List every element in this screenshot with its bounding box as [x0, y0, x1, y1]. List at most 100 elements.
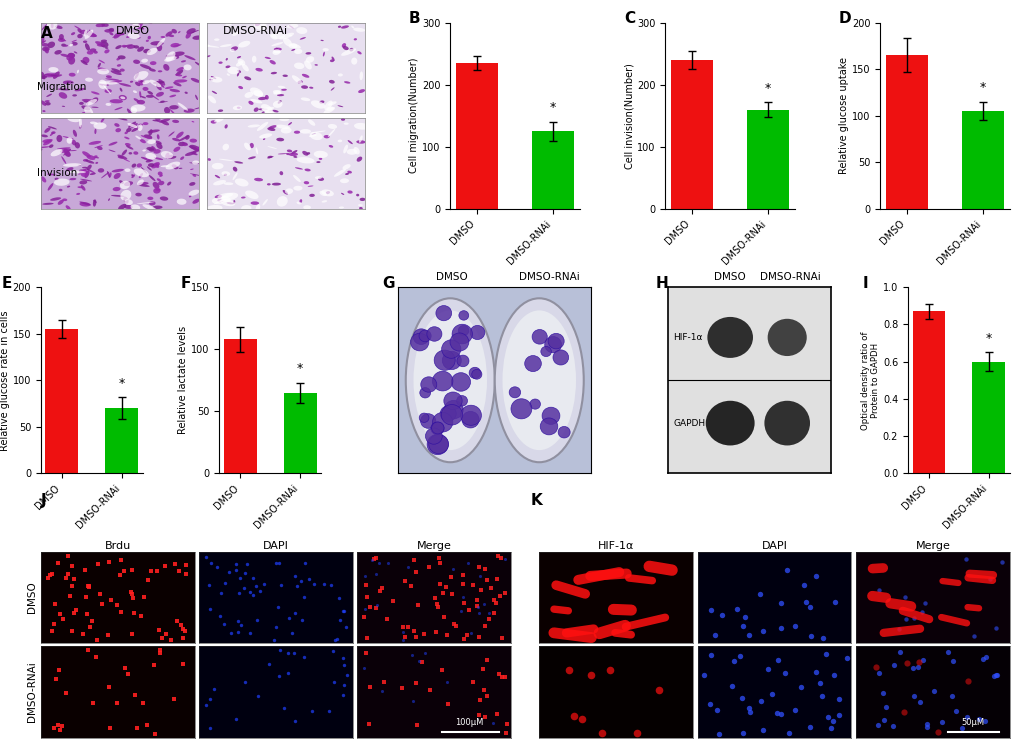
- Ellipse shape: [54, 178, 59, 180]
- Point: [162, 634, 178, 646]
- Y-axis label: Relative lactate levels: Relative lactate levels: [178, 326, 189, 434]
- Point: [740, 703, 756, 715]
- Ellipse shape: [251, 33, 254, 35]
- Ellipse shape: [194, 107, 202, 109]
- Ellipse shape: [321, 200, 327, 203]
- Ellipse shape: [219, 159, 232, 161]
- Ellipse shape: [82, 166, 88, 169]
- Point: [947, 705, 963, 717]
- Point: [479, 691, 495, 703]
- Bar: [224, 340, 257, 474]
- Ellipse shape: [359, 136, 363, 143]
- Circle shape: [440, 406, 455, 422]
- Point: [261, 658, 277, 670]
- Ellipse shape: [40, 35, 45, 42]
- Ellipse shape: [173, 147, 180, 152]
- Point: [434, 664, 450, 676]
- Point: [987, 669, 1004, 681]
- Ellipse shape: [193, 199, 200, 204]
- Ellipse shape: [214, 38, 219, 41]
- Ellipse shape: [174, 79, 187, 83]
- Ellipse shape: [191, 30, 199, 33]
- Ellipse shape: [97, 146, 103, 150]
- Ellipse shape: [155, 43, 163, 45]
- Point: [480, 607, 496, 619]
- Ellipse shape: [322, 48, 328, 51]
- Ellipse shape: [223, 182, 233, 185]
- Ellipse shape: [158, 172, 162, 175]
- Point: [136, 591, 152, 603]
- Circle shape: [443, 401, 463, 419]
- Ellipse shape: [244, 142, 251, 151]
- Point: [112, 554, 128, 566]
- Ellipse shape: [90, 121, 98, 124]
- Point: [66, 573, 83, 585]
- Ellipse shape: [288, 153, 298, 156]
- Ellipse shape: [147, 48, 157, 55]
- Ellipse shape: [212, 91, 217, 94]
- Ellipse shape: [225, 58, 227, 60]
- Point: [460, 557, 476, 569]
- Ellipse shape: [117, 117, 127, 120]
- Point: [63, 625, 79, 637]
- Point: [752, 695, 768, 707]
- Ellipse shape: [325, 191, 330, 194]
- Point: [763, 688, 780, 700]
- Ellipse shape: [227, 67, 239, 75]
- Ellipse shape: [323, 52, 325, 56]
- Ellipse shape: [245, 191, 258, 199]
- Ellipse shape: [213, 200, 224, 204]
- Ellipse shape: [309, 87, 313, 89]
- Point: [366, 553, 382, 566]
- Point: [943, 690, 959, 702]
- Point: [754, 625, 770, 637]
- Point: [975, 715, 991, 727]
- Ellipse shape: [55, 26, 62, 29]
- Point: [40, 572, 56, 584]
- Ellipse shape: [143, 204, 156, 211]
- Ellipse shape: [133, 71, 148, 81]
- Point: [905, 690, 921, 702]
- Point: [306, 578, 322, 590]
- Ellipse shape: [217, 193, 233, 198]
- Circle shape: [451, 325, 472, 344]
- Ellipse shape: [183, 108, 195, 113]
- Ellipse shape: [360, 198, 365, 201]
- Ellipse shape: [64, 148, 70, 157]
- Point: [475, 684, 491, 697]
- Point: [824, 715, 841, 727]
- Ellipse shape: [149, 148, 154, 152]
- Y-axis label: Cell invision(Number): Cell invision(Number): [624, 62, 634, 169]
- Point: [378, 613, 394, 625]
- Point: [491, 590, 507, 602]
- Point: [771, 597, 788, 609]
- Point: [838, 652, 854, 664]
- Point: [465, 579, 481, 591]
- Ellipse shape: [312, 133, 316, 135]
- Ellipse shape: [156, 92, 164, 97]
- Ellipse shape: [195, 62, 201, 66]
- Text: DMSO: DMSO: [713, 272, 745, 282]
- Point: [396, 575, 413, 587]
- Point: [140, 574, 156, 586]
- Y-axis label: DMSO-RNAi: DMSO-RNAi: [26, 662, 37, 722]
- Ellipse shape: [135, 82, 141, 86]
- Ellipse shape: [297, 202, 302, 204]
- Text: GAPDH: GAPDH: [673, 419, 704, 428]
- Ellipse shape: [124, 169, 130, 172]
- Ellipse shape: [181, 142, 187, 146]
- Point: [479, 574, 495, 586]
- Ellipse shape: [109, 80, 122, 84]
- Ellipse shape: [86, 160, 95, 163]
- Ellipse shape: [286, 150, 291, 152]
- Ellipse shape: [85, 78, 93, 82]
- Ellipse shape: [116, 57, 120, 60]
- Ellipse shape: [121, 150, 127, 156]
- Ellipse shape: [331, 56, 334, 61]
- Point: [560, 664, 577, 676]
- Ellipse shape: [76, 70, 78, 73]
- Ellipse shape: [94, 155, 98, 158]
- Ellipse shape: [124, 199, 132, 205]
- Ellipse shape: [351, 26, 354, 29]
- Ellipse shape: [112, 187, 120, 191]
